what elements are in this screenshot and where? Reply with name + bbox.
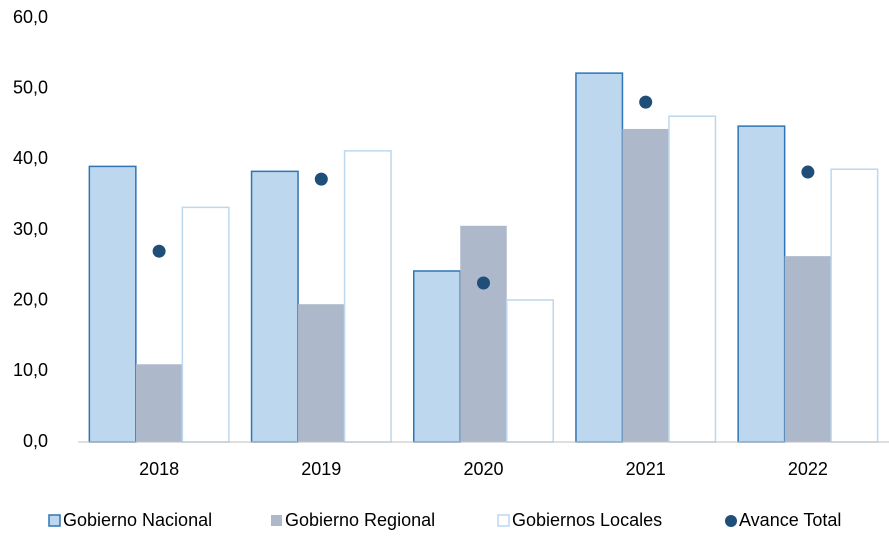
dot bbox=[477, 276, 490, 290]
x-tick-label: 2019 bbox=[301, 459, 341, 479]
bar bbox=[506, 299, 554, 443]
x-tick-label: 2020 bbox=[463, 459, 503, 479]
x-tick-label: 2018 bbox=[139, 459, 179, 479]
y-tick-label: 50,0 bbox=[13, 77, 48, 97]
bar bbox=[181, 206, 230, 443]
y-tick-label: 40,0 bbox=[13, 148, 48, 168]
legend-marker bbox=[48, 514, 61, 527]
bar bbox=[460, 225, 507, 442]
y-tick-label: 30,0 bbox=[13, 219, 48, 239]
bar bbox=[298, 304, 345, 442]
x-tick-label: 2021 bbox=[626, 459, 666, 479]
bar bbox=[343, 150, 392, 443]
legend-marker bbox=[497, 514, 510, 527]
legend-label: Avance Total bbox=[739, 510, 841, 530]
y-tick-label: 60,0 bbox=[13, 7, 48, 27]
dot bbox=[801, 165, 815, 179]
y-tick-label: 20,0 bbox=[13, 289, 48, 309]
bar bbox=[668, 115, 717, 443]
dot bbox=[152, 244, 166, 258]
bar bbox=[250, 170, 299, 443]
y-tick-label: 10,0 bbox=[13, 360, 48, 380]
dot bbox=[639, 95, 653, 109]
legend-label: Gobiernos Locales bbox=[512, 510, 662, 530]
bar bbox=[830, 168, 879, 443]
bar bbox=[784, 256, 832, 442]
bar bbox=[575, 72, 624, 443]
bar bbox=[135, 364, 183, 442]
dot bbox=[314, 172, 328, 186]
legend-label: Gobierno Regional bbox=[285, 510, 435, 530]
bar bbox=[413, 270, 461, 443]
bar bbox=[737, 125, 786, 443]
y-tick-label: 0,0 bbox=[23, 431, 48, 451]
bar bbox=[88, 165, 137, 443]
bar bbox=[622, 128, 669, 443]
legend-marker bbox=[271, 515, 282, 526]
x-tick-label: 2022 bbox=[788, 459, 828, 479]
legend-label: Gobierno Nacional bbox=[63, 510, 212, 530]
legend-marker bbox=[725, 515, 737, 527]
